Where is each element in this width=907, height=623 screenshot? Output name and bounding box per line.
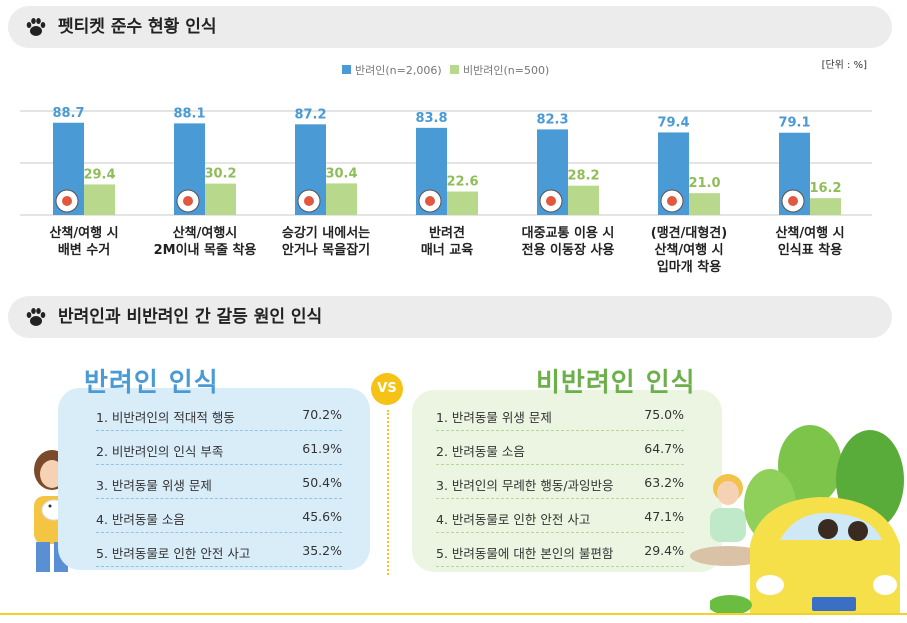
section-title: 반려인과 비반려인 간 갈등 원인 인식 <box>58 307 323 327</box>
legend-label-nonowner: 비반려인(n=500) <box>463 64 549 77</box>
rank-value: 63.2% <box>644 475 684 490</box>
category-label: 산책/여행 시 인식표 착용 <box>775 225 844 258</box>
data-label-nonowner: 30.4 <box>325 166 357 181</box>
rank-label: 5. 반려동물로 인한 안전 사고 <box>96 546 251 561</box>
data-label-owner: 82.3 <box>536 112 568 127</box>
bar-nonowner <box>810 198 841 215</box>
nonowner-perception-panel <box>412 390 722 572</box>
legend-swatch-nonowner <box>450 65 459 74</box>
category-icon-mark <box>788 196 798 206</box>
legend-label-owner: 반려인(n=2,006) <box>355 64 442 77</box>
rank-value: 50.4% <box>302 475 342 490</box>
data-label-nonowner: 29.4 <box>83 167 115 182</box>
data-label-nonowner: 28.2 <box>567 169 599 184</box>
category-icon-mark <box>425 196 435 206</box>
bar-nonowner <box>568 185 599 215</box>
rank-divider <box>436 498 684 499</box>
data-label-owner: 88.7 <box>52 106 84 121</box>
owner-rank-item: 5. 반려동물로 인한 안전 사고 35.2% <box>96 534 342 567</box>
category-label: 산책/여행 시 배변 수거 <box>49 225 118 258</box>
data-label-owner: 79.4 <box>657 115 689 130</box>
owner-panel-title: 반려인 인식 <box>84 368 219 398</box>
vs-divider <box>387 410 389 575</box>
car-illustration <box>710 425 904 615</box>
data-label-owner: 87.2 <box>294 107 326 122</box>
nonowner-rank-item: 5. 반려동물에 대한 본인의 불편함 29.4% <box>436 534 684 567</box>
rank-divider <box>96 464 342 465</box>
rank-divider <box>96 532 342 533</box>
category-icon-mark <box>62 196 72 206</box>
rank-value: 47.1% <box>644 509 684 524</box>
owner-rank-item: 3. 반려동물 위생 문제 50.4% <box>96 466 342 499</box>
category-label: 산책/여행시 2M이내 목줄 착용 <box>154 225 257 258</box>
owner-rank-item: 4. 반려동물 소음 45.6% <box>96 500 342 533</box>
rank-value: 64.7% <box>644 441 684 456</box>
rank-divider <box>96 566 342 567</box>
nonowner-rank-item: 2. 반려동물 소음 64.7% <box>436 432 684 465</box>
category-label: (맹견/대형견) 산책/여행 시 입마개 착용 <box>651 225 727 275</box>
category-label: 대중교통 이용 시 전용 이동장 사용 <box>522 225 615 258</box>
vs-badge: VS <box>371 373 403 405</box>
rank-divider <box>96 498 342 499</box>
bar-nonowner <box>205 183 236 215</box>
nonowner-rank-item: 4. 반려동물로 인한 안전 사고 47.1% <box>436 500 684 533</box>
rank-value: 35.2% <box>302 543 342 558</box>
rank-label: 2. 반려동물 소음 <box>436 444 525 459</box>
rank-label: 2. 비반려인의 인식 부족 <box>96 444 224 459</box>
rank-label: 3. 반려인의 무례한 행동/과잉반응 <box>436 478 614 493</box>
section-title: 펫티켓 준수 현황 인식 <box>58 17 217 37</box>
data-label-nonowner: 21.0 <box>688 176 720 191</box>
data-label-owner: 79.1 <box>778 116 810 131</box>
rank-divider <box>436 566 684 567</box>
unit-label: [단위 : %] <box>821 60 867 71</box>
data-label-owner: 83.8 <box>415 111 447 126</box>
data-label-nonowner: 22.6 <box>446 174 478 189</box>
bar-nonowner <box>447 191 478 215</box>
rank-divider <box>436 532 684 533</box>
owner-rank-item: 1. 비반려인의 적대적 행동 70.2% <box>96 398 342 431</box>
compliance-bar-chart: 반려인(n=2,006) 비반려인(n=500) 88.7 29.4 산책/여행 시 배변… <box>20 64 872 275</box>
category-label: 승강기 내에서는 안거나 목을잡기 <box>282 225 370 258</box>
nonowner-panel-title: 비반려인 인식 <box>536 368 696 398</box>
category-icon-mark <box>667 196 677 206</box>
legend-swatch-owner <box>342 65 351 74</box>
rank-label: 1. 반려동물 위생 문제 <box>436 410 552 425</box>
data-label-nonowner: 16.2 <box>809 181 841 196</box>
data-label-nonowner: 30.2 <box>204 167 236 182</box>
section-header-conflict: 반려인과 비반려인 간 갈등 원인 인식 <box>8 296 892 338</box>
category-icon-mark <box>304 196 314 206</box>
owner-perception-panel <box>58 388 370 570</box>
rank-value: 75.0% <box>644 407 684 422</box>
man-sitting-illustration <box>690 474 766 566</box>
data-label-owner: 88.1 <box>173 106 205 121</box>
category-icon-mark <box>183 196 193 206</box>
bar-nonowner <box>326 183 357 215</box>
rank-value: 45.6% <box>302 509 342 524</box>
category-label: 반려견 매너 교육 <box>421 225 473 258</box>
bottom-accent-line <box>0 613 907 615</box>
rank-label: 3. 반려동물 위생 문제 <box>96 478 212 493</box>
rank-divider <box>436 464 684 465</box>
rank-value: 61.9% <box>302 441 342 456</box>
owner-rank-item: 2. 비반려인의 인식 부족 61.9% <box>96 432 342 465</box>
nonowner-rank-item: 3. 반려인의 무례한 행동/과잉반응 63.2% <box>436 466 684 499</box>
nonowner-rank-item: 1. 반려동물 위생 문제 75.0% <box>436 398 684 431</box>
paw-icon <box>26 308 46 326</box>
rank-label: 1. 비반려인의 적대적 행동 <box>96 410 235 425</box>
rank-value: 29.4% <box>644 543 684 558</box>
category-icon-mark <box>546 196 556 206</box>
rank-divider <box>96 430 342 431</box>
paw-icon <box>26 18 46 36</box>
rank-value: 70.2% <box>302 407 342 422</box>
rank-label: 5. 반려동물에 대한 본인의 불편함 <box>436 546 614 561</box>
rank-label: 4. 반려동물 소음 <box>96 512 185 527</box>
bar-nonowner <box>689 193 720 215</box>
rank-label: 4. 반려동물로 인한 안전 사고 <box>436 512 591 527</box>
section-header-compliance: 펫티켓 준수 현황 인식 <box>8 6 892 48</box>
rank-divider <box>436 430 684 431</box>
bar-nonowner <box>84 184 115 215</box>
